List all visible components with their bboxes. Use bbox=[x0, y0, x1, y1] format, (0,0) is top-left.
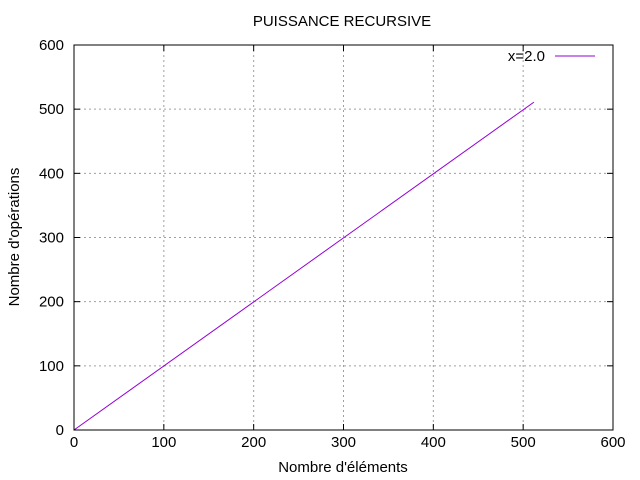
y-tick-label: 0 bbox=[56, 422, 64, 439]
y-tick-label: 600 bbox=[39, 37, 64, 54]
y-tick-label: 200 bbox=[39, 294, 64, 311]
x-tick-label: 100 bbox=[151, 434, 176, 451]
y-tick-label: 500 bbox=[39, 101, 64, 118]
x-tick-label: 400 bbox=[421, 434, 446, 451]
legend-label: x=2.0 bbox=[508, 48, 545, 65]
x-tick-label: 200 bbox=[241, 434, 266, 451]
y-tick-label: 100 bbox=[39, 358, 64, 375]
ticks bbox=[73, 44, 614, 431]
y-tick-labels: 0 100 200 300 400 500 600 bbox=[39, 37, 64, 439]
x-tick-label: 300 bbox=[331, 434, 356, 451]
x-axis-label: Nombre d'éléments bbox=[278, 459, 408, 476]
y-axis-label: Nombre d'opérations bbox=[6, 168, 23, 307]
legend: x=2.0 bbox=[508, 48, 595, 65]
x-tick-label: 0 bbox=[70, 434, 78, 451]
y-tick-label: 400 bbox=[39, 165, 64, 182]
x-tick-labels: 0 100 200 300 400 500 600 bbox=[70, 434, 626, 451]
y-tick-label: 300 bbox=[39, 230, 64, 247]
chart-title: PUISSANCE RECURSIVE bbox=[253, 13, 431, 30]
series-line bbox=[73, 101, 535, 431]
series-layer bbox=[73, 101, 535, 431]
x-tick-label: 600 bbox=[600, 434, 625, 451]
x-tick-label: 500 bbox=[511, 434, 536, 451]
